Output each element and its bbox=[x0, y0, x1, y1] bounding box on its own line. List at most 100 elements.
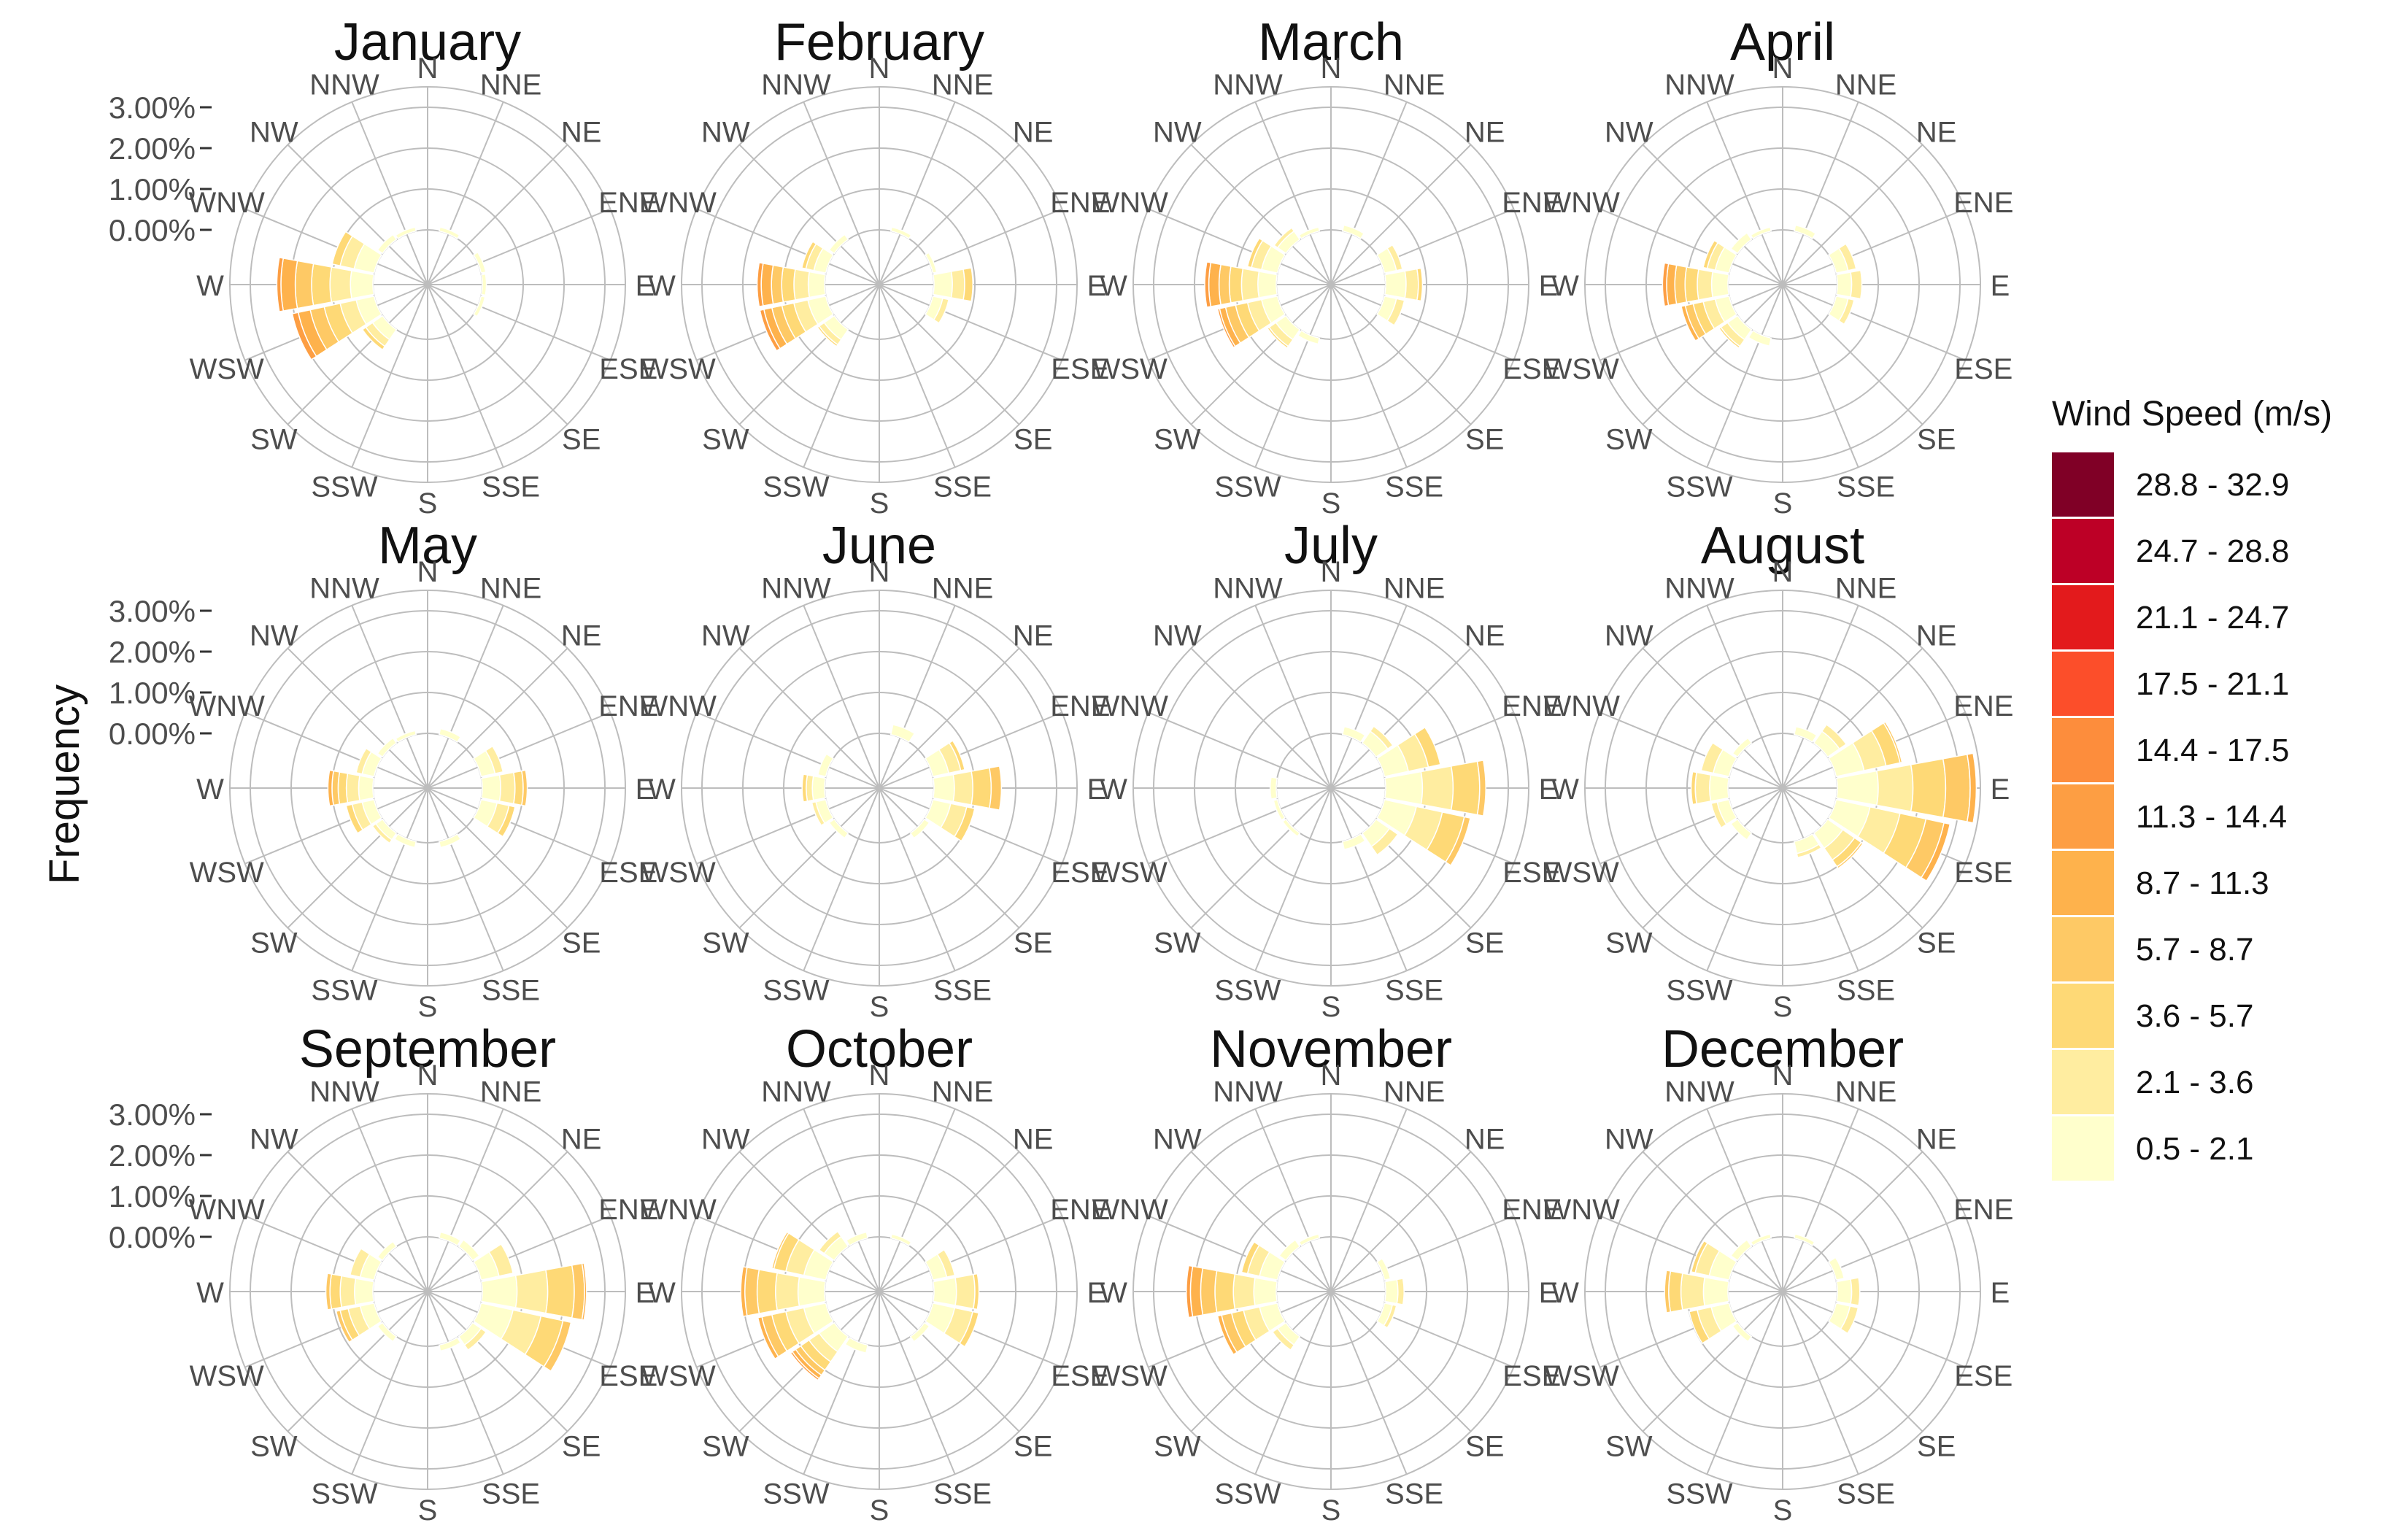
wedge-e bbox=[1416, 267, 1424, 302]
wedge-w bbox=[1228, 266, 1244, 304]
wedge-w bbox=[744, 1267, 760, 1316]
grid-spoke bbox=[1782, 1215, 1966, 1292]
wedge-w bbox=[354, 1278, 375, 1305]
grid-spoke bbox=[351, 1108, 428, 1292]
direction-label: WNW bbox=[1543, 187, 1620, 219]
grid-spoke bbox=[1254, 1291, 1332, 1475]
wedge-se bbox=[463, 1327, 487, 1351]
grid-spoke bbox=[879, 711, 1062, 789]
grid-spoke bbox=[1706, 787, 1783, 971]
wedge-ese bbox=[496, 805, 516, 838]
direction-label: WSW bbox=[641, 857, 716, 889]
wedge-wnw bbox=[331, 231, 354, 267]
direction-label: ESE bbox=[1051, 857, 1109, 889]
y-tick-label: 1.00% bbox=[109, 172, 196, 207]
grid-spoke bbox=[803, 605, 880, 789]
grid-spoke bbox=[1706, 101, 1783, 285]
direction-label: ESE bbox=[1502, 857, 1561, 889]
wedge-w bbox=[1710, 271, 1730, 298]
direction-label: N bbox=[417, 556, 439, 588]
wedge-ese bbox=[472, 295, 486, 317]
y-tick-label: 0.00% bbox=[109, 1220, 196, 1254]
wedge-ene bbox=[1883, 721, 1903, 764]
direction-label: SSW bbox=[1666, 471, 1732, 503]
wedge-e bbox=[1384, 771, 1424, 806]
direction-label: NNW bbox=[1213, 69, 1283, 101]
grid-spoke bbox=[1782, 1291, 1966, 1368]
direction-label: SE bbox=[1465, 1431, 1504, 1463]
wedge-ese bbox=[1445, 816, 1471, 867]
wedge-ssw bbox=[844, 1336, 869, 1354]
grid-spoke bbox=[427, 711, 611, 789]
direction-label: SW bbox=[1154, 1431, 1201, 1463]
legend-label: 3.6 - 5.7 bbox=[2136, 998, 2253, 1034]
direction-label: S bbox=[870, 991, 890, 1023]
direction-label: ENE bbox=[598, 1194, 658, 1226]
direction-label: ESE bbox=[599, 353, 657, 385]
direction-label: ENE bbox=[598, 690, 658, 722]
direction-label: NW bbox=[1605, 116, 1653, 148]
direction-label: ENE bbox=[1953, 187, 2013, 219]
grid-spoke bbox=[879, 208, 1062, 285]
y-tick-label: 3.00% bbox=[109, 1097, 196, 1132]
wedge-w bbox=[1200, 1267, 1218, 1316]
direction-label: ENE bbox=[1502, 690, 1562, 722]
wedge-ese bbox=[1920, 822, 1951, 882]
direction-label: W bbox=[1100, 773, 1127, 806]
grid-spoke bbox=[1190, 1291, 1332, 1432]
direction-label: SE bbox=[1917, 424, 1956, 456]
direction-label: WNW bbox=[188, 187, 265, 219]
direction-label: WSW bbox=[1545, 857, 1619, 889]
direction-label: SE bbox=[1014, 927, 1052, 960]
wedge-e bbox=[520, 769, 528, 807]
direction-label: SW bbox=[1605, 424, 1653, 456]
wedge-e bbox=[970, 767, 992, 809]
grid-spoke bbox=[803, 787, 880, 971]
grid-spoke bbox=[879, 101, 956, 285]
direction-label: N bbox=[869, 53, 890, 85]
wedge-e bbox=[962, 267, 973, 302]
direction-label: SSW bbox=[311, 1478, 377, 1510]
direction-label: ENE bbox=[1502, 1194, 1562, 1226]
wedge-wnw bbox=[1240, 1240, 1260, 1275]
grid-spoke bbox=[1190, 284, 1332, 425]
direction-label: NNE bbox=[932, 69, 993, 101]
grid-spoke bbox=[1642, 1151, 1783, 1292]
wedge-w bbox=[339, 1275, 357, 1308]
panel-title: September bbox=[299, 1020, 556, 1078]
wedge-w bbox=[1666, 263, 1678, 306]
direction-label: WNW bbox=[188, 1194, 265, 1226]
wedge-ese bbox=[1386, 298, 1405, 326]
grid-spoke bbox=[287, 647, 428, 789]
direction-label: N bbox=[869, 556, 890, 588]
wedge-sw bbox=[1271, 1327, 1295, 1351]
wedge-sw bbox=[817, 325, 839, 347]
direction-label: S bbox=[418, 487, 438, 520]
grid-spoke bbox=[244, 787, 428, 865]
direction-label: NE bbox=[561, 116, 602, 148]
grid-spoke bbox=[287, 1291, 428, 1432]
direction-label: NE bbox=[1013, 620, 1054, 652]
wedge-ene bbox=[1375, 1257, 1392, 1281]
direction-label: NW bbox=[1153, 116, 1202, 148]
direction-label: E bbox=[1087, 270, 1107, 302]
wedge-e bbox=[1835, 1278, 1853, 1305]
grid-spoke bbox=[1190, 787, 1332, 929]
direction-label: NNW bbox=[761, 573, 831, 605]
direction-label: NNE bbox=[480, 573, 541, 605]
grid-spoke bbox=[351, 101, 428, 285]
wedge-e bbox=[514, 1269, 549, 1314]
wedge-w bbox=[1674, 264, 1688, 305]
direction-label: S bbox=[870, 487, 890, 520]
grid-spoke bbox=[351, 284, 428, 468]
direction-label: WNW bbox=[640, 187, 717, 219]
wedge-e bbox=[512, 770, 524, 806]
grid-spoke bbox=[287, 1151, 428, 1292]
wedge-e bbox=[950, 269, 965, 301]
grid-spoke bbox=[1330, 605, 1408, 789]
direction-label: E bbox=[1539, 1277, 1559, 1309]
wedge-w bbox=[1204, 261, 1212, 308]
panel-title: June bbox=[822, 517, 936, 575]
grid-spoke bbox=[1330, 284, 1514, 361]
direction-label: WSW bbox=[1545, 1360, 1619, 1392]
